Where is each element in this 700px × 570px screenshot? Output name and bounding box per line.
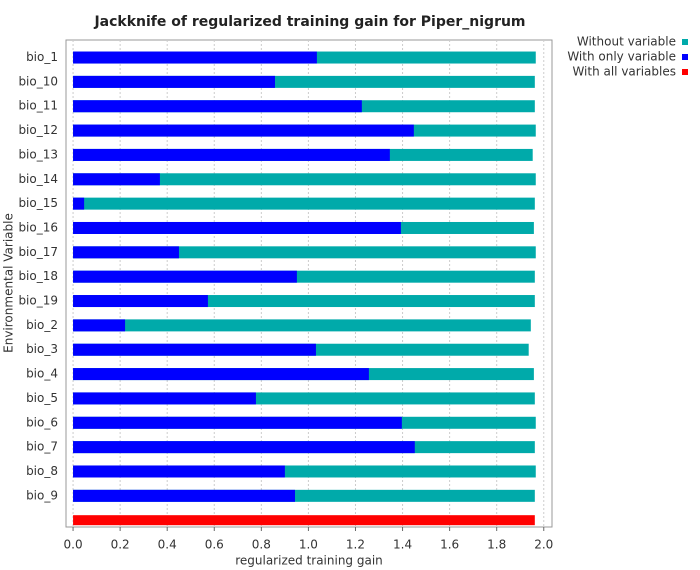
y-tick-label: bio_2 [26,318,58,332]
y-tick-label: bio_13 [18,147,58,161]
bar [73,173,160,186]
legend-swatch [682,39,688,45]
bar [73,392,256,405]
y-tick-label: bio_4 [26,367,58,381]
x-tick-label: 1.4 [393,538,412,552]
bar [73,246,179,259]
plot-area [65,39,553,528]
bar [73,319,531,332]
x-tick-label: 0.2 [111,538,130,552]
bar [73,343,316,356]
bar [73,197,535,210]
y-tick-label: bio_18 [18,269,58,283]
y-tick-label: bio_9 [26,488,58,502]
bar [73,295,208,308]
bar [73,270,297,283]
legend-label: Without variable [577,35,676,49]
bar [73,441,415,454]
x-tick-label: 2.0 [534,538,553,552]
legend-label: With all variables [572,65,676,79]
bar [73,319,126,332]
y-tick-label: bio_5 [26,391,58,405]
x-tick-label: 1.6 [440,538,459,552]
y-tick-label: bio_15 [18,196,58,210]
chart-title: Jackknife of regularized training gain f… [93,14,525,30]
x-tick-label: 1.8 [487,538,506,552]
x-tick-label: 0.0 [64,538,83,552]
legend-label: With only variable [567,50,676,64]
bar [73,221,401,234]
bar [73,368,369,381]
legend-swatch [682,69,688,75]
y-tick-label: bio_3 [26,342,58,356]
bar [73,173,536,186]
x-tick-label: 1.0 [299,538,318,552]
y-tick-label: bio_10 [18,74,58,88]
bar [73,148,390,161]
x-tick-label: 1.2 [346,538,365,552]
legend-swatch [682,54,688,60]
bar [73,51,317,64]
bar [73,489,295,502]
y-tick-label: bio_14 [18,172,58,186]
y-tick-label: bio_16 [18,220,58,234]
bar [73,515,535,526]
x-tick-label: 0.4 [158,538,177,552]
bar [73,246,536,259]
bar [73,197,85,210]
x-tick-label: 0.6 [205,538,224,552]
bar [73,465,285,478]
bar [73,75,275,88]
y-tick-label: bio_7 [26,440,58,454]
y-tick-label: bio_1 [26,50,58,64]
y-tick-label: bio_17 [18,245,58,259]
bar [73,416,402,429]
y-tick-label: bio_19 [18,294,58,308]
x-axis-label: regularized training gain [235,554,383,568]
x-tick-label: 0.8 [252,538,271,552]
y-axis-label: Environmental Variable [2,213,16,353]
y-tick-label: bio_11 [18,99,58,113]
bar [73,100,362,113]
bar [73,124,414,137]
y-tick-label: bio_8 [26,464,58,478]
y-tick-label: bio_6 [26,415,58,429]
y-tick-label: bio_12 [18,123,58,137]
